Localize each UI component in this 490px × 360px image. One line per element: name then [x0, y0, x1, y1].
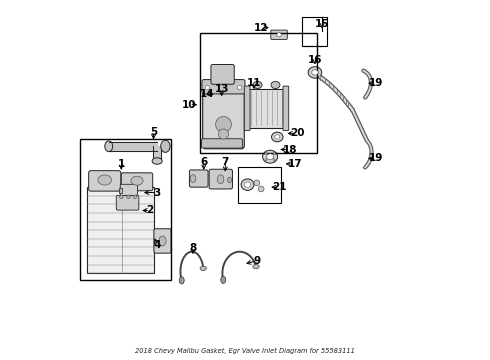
- FancyBboxPatch shape: [271, 30, 287, 40]
- Ellipse shape: [105, 141, 113, 152]
- Ellipse shape: [271, 132, 283, 142]
- FancyBboxPatch shape: [190, 170, 208, 187]
- Ellipse shape: [275, 135, 280, 139]
- FancyBboxPatch shape: [116, 195, 139, 210]
- FancyBboxPatch shape: [209, 169, 232, 189]
- Text: 18: 18: [283, 144, 297, 154]
- Bar: [302, 17, 327, 45]
- Text: 19: 19: [368, 153, 383, 163]
- Bar: [200, 33, 317, 153]
- Circle shape: [258, 186, 264, 192]
- Ellipse shape: [253, 265, 259, 269]
- FancyBboxPatch shape: [202, 80, 245, 94]
- Ellipse shape: [126, 195, 130, 199]
- Bar: [248, 89, 285, 128]
- Circle shape: [273, 159, 275, 161]
- Text: 3: 3: [153, 188, 161, 198]
- Text: 2: 2: [147, 206, 153, 216]
- Text: 17: 17: [288, 159, 302, 169]
- FancyBboxPatch shape: [89, 171, 121, 191]
- Text: 4: 4: [153, 239, 161, 249]
- Ellipse shape: [241, 179, 254, 190]
- Text: 10: 10: [182, 100, 196, 110]
- Circle shape: [216, 117, 231, 132]
- Text: 14: 14: [200, 89, 215, 99]
- Ellipse shape: [253, 81, 262, 89]
- Circle shape: [205, 85, 210, 90]
- Text: 8: 8: [189, 243, 196, 253]
- Circle shape: [238, 85, 242, 90]
- Text: 13: 13: [215, 84, 229, 94]
- Text: 2018 Chevy Malibu Gasket, Egr Valve Inlet Diagram for 55583111: 2018 Chevy Malibu Gasket, Egr Valve Inle…: [135, 348, 355, 354]
- FancyBboxPatch shape: [121, 173, 153, 191]
- Text: 15: 15: [315, 19, 329, 29]
- Circle shape: [265, 159, 267, 161]
- Bar: [87, 187, 153, 273]
- Ellipse shape: [308, 67, 322, 78]
- Ellipse shape: [161, 140, 170, 152]
- Circle shape: [254, 180, 260, 186]
- Text: 5: 5: [150, 127, 157, 136]
- Circle shape: [265, 153, 267, 155]
- Text: 7: 7: [221, 157, 229, 167]
- Text: 6: 6: [200, 157, 207, 167]
- Ellipse shape: [131, 176, 143, 185]
- FancyBboxPatch shape: [201, 139, 243, 148]
- Circle shape: [273, 153, 275, 155]
- Text: 19: 19: [368, 78, 383, 88]
- Ellipse shape: [200, 266, 206, 270]
- Ellipse shape: [190, 175, 196, 183]
- Ellipse shape: [245, 182, 251, 187]
- Ellipse shape: [98, 175, 112, 185]
- FancyBboxPatch shape: [203, 87, 245, 149]
- Text: 20: 20: [290, 129, 304, 138]
- Text: 16: 16: [308, 55, 322, 65]
- Circle shape: [277, 33, 281, 37]
- Ellipse shape: [227, 177, 232, 183]
- Ellipse shape: [271, 81, 280, 89]
- Ellipse shape: [220, 276, 226, 283]
- Ellipse shape: [152, 158, 162, 164]
- Circle shape: [219, 129, 228, 139]
- Ellipse shape: [120, 195, 123, 199]
- FancyBboxPatch shape: [154, 229, 171, 253]
- FancyBboxPatch shape: [245, 86, 250, 131]
- Ellipse shape: [133, 195, 137, 199]
- Text: 1: 1: [118, 159, 125, 169]
- Ellipse shape: [218, 175, 224, 184]
- Ellipse shape: [263, 150, 278, 163]
- Ellipse shape: [267, 154, 274, 159]
- Ellipse shape: [312, 70, 318, 75]
- Ellipse shape: [159, 236, 166, 246]
- Text: 21: 21: [272, 182, 286, 192]
- Text: 9: 9: [254, 256, 261, 266]
- FancyBboxPatch shape: [120, 184, 137, 195]
- FancyBboxPatch shape: [283, 86, 289, 131]
- Bar: [119, 188, 122, 193]
- Ellipse shape: [179, 277, 184, 284]
- Text: 12: 12: [254, 23, 269, 33]
- Bar: [80, 139, 172, 280]
- Text: 11: 11: [247, 78, 261, 88]
- FancyBboxPatch shape: [211, 64, 234, 84]
- Bar: [238, 167, 281, 203]
